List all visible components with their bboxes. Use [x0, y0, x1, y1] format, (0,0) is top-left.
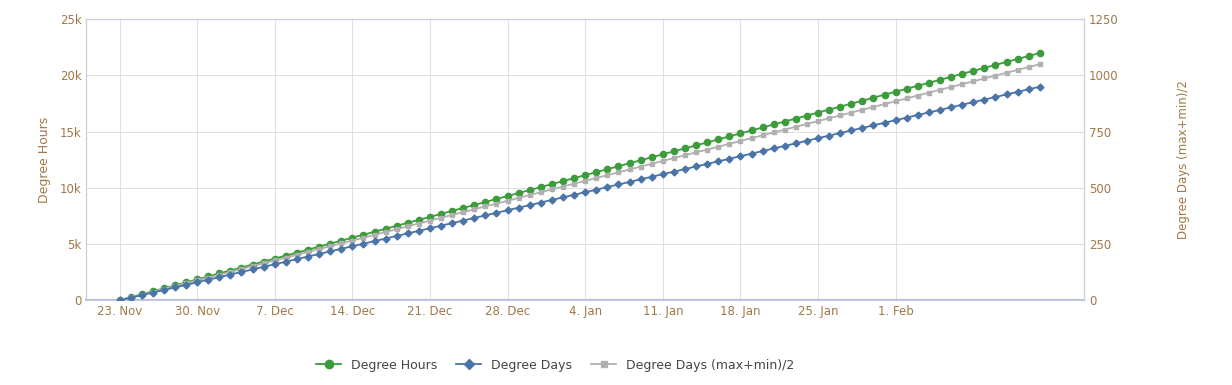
Text: Degree Days (max+min)/2: Degree Days (max+min)/2 [1178, 80, 1190, 239]
Y-axis label: Degree Hours: Degree Hours [38, 117, 52, 203]
Legend: Degree Hours, Degree Days, Degree Days (max+min)/2: Degree Hours, Degree Days, Degree Days (… [312, 354, 800, 377]
